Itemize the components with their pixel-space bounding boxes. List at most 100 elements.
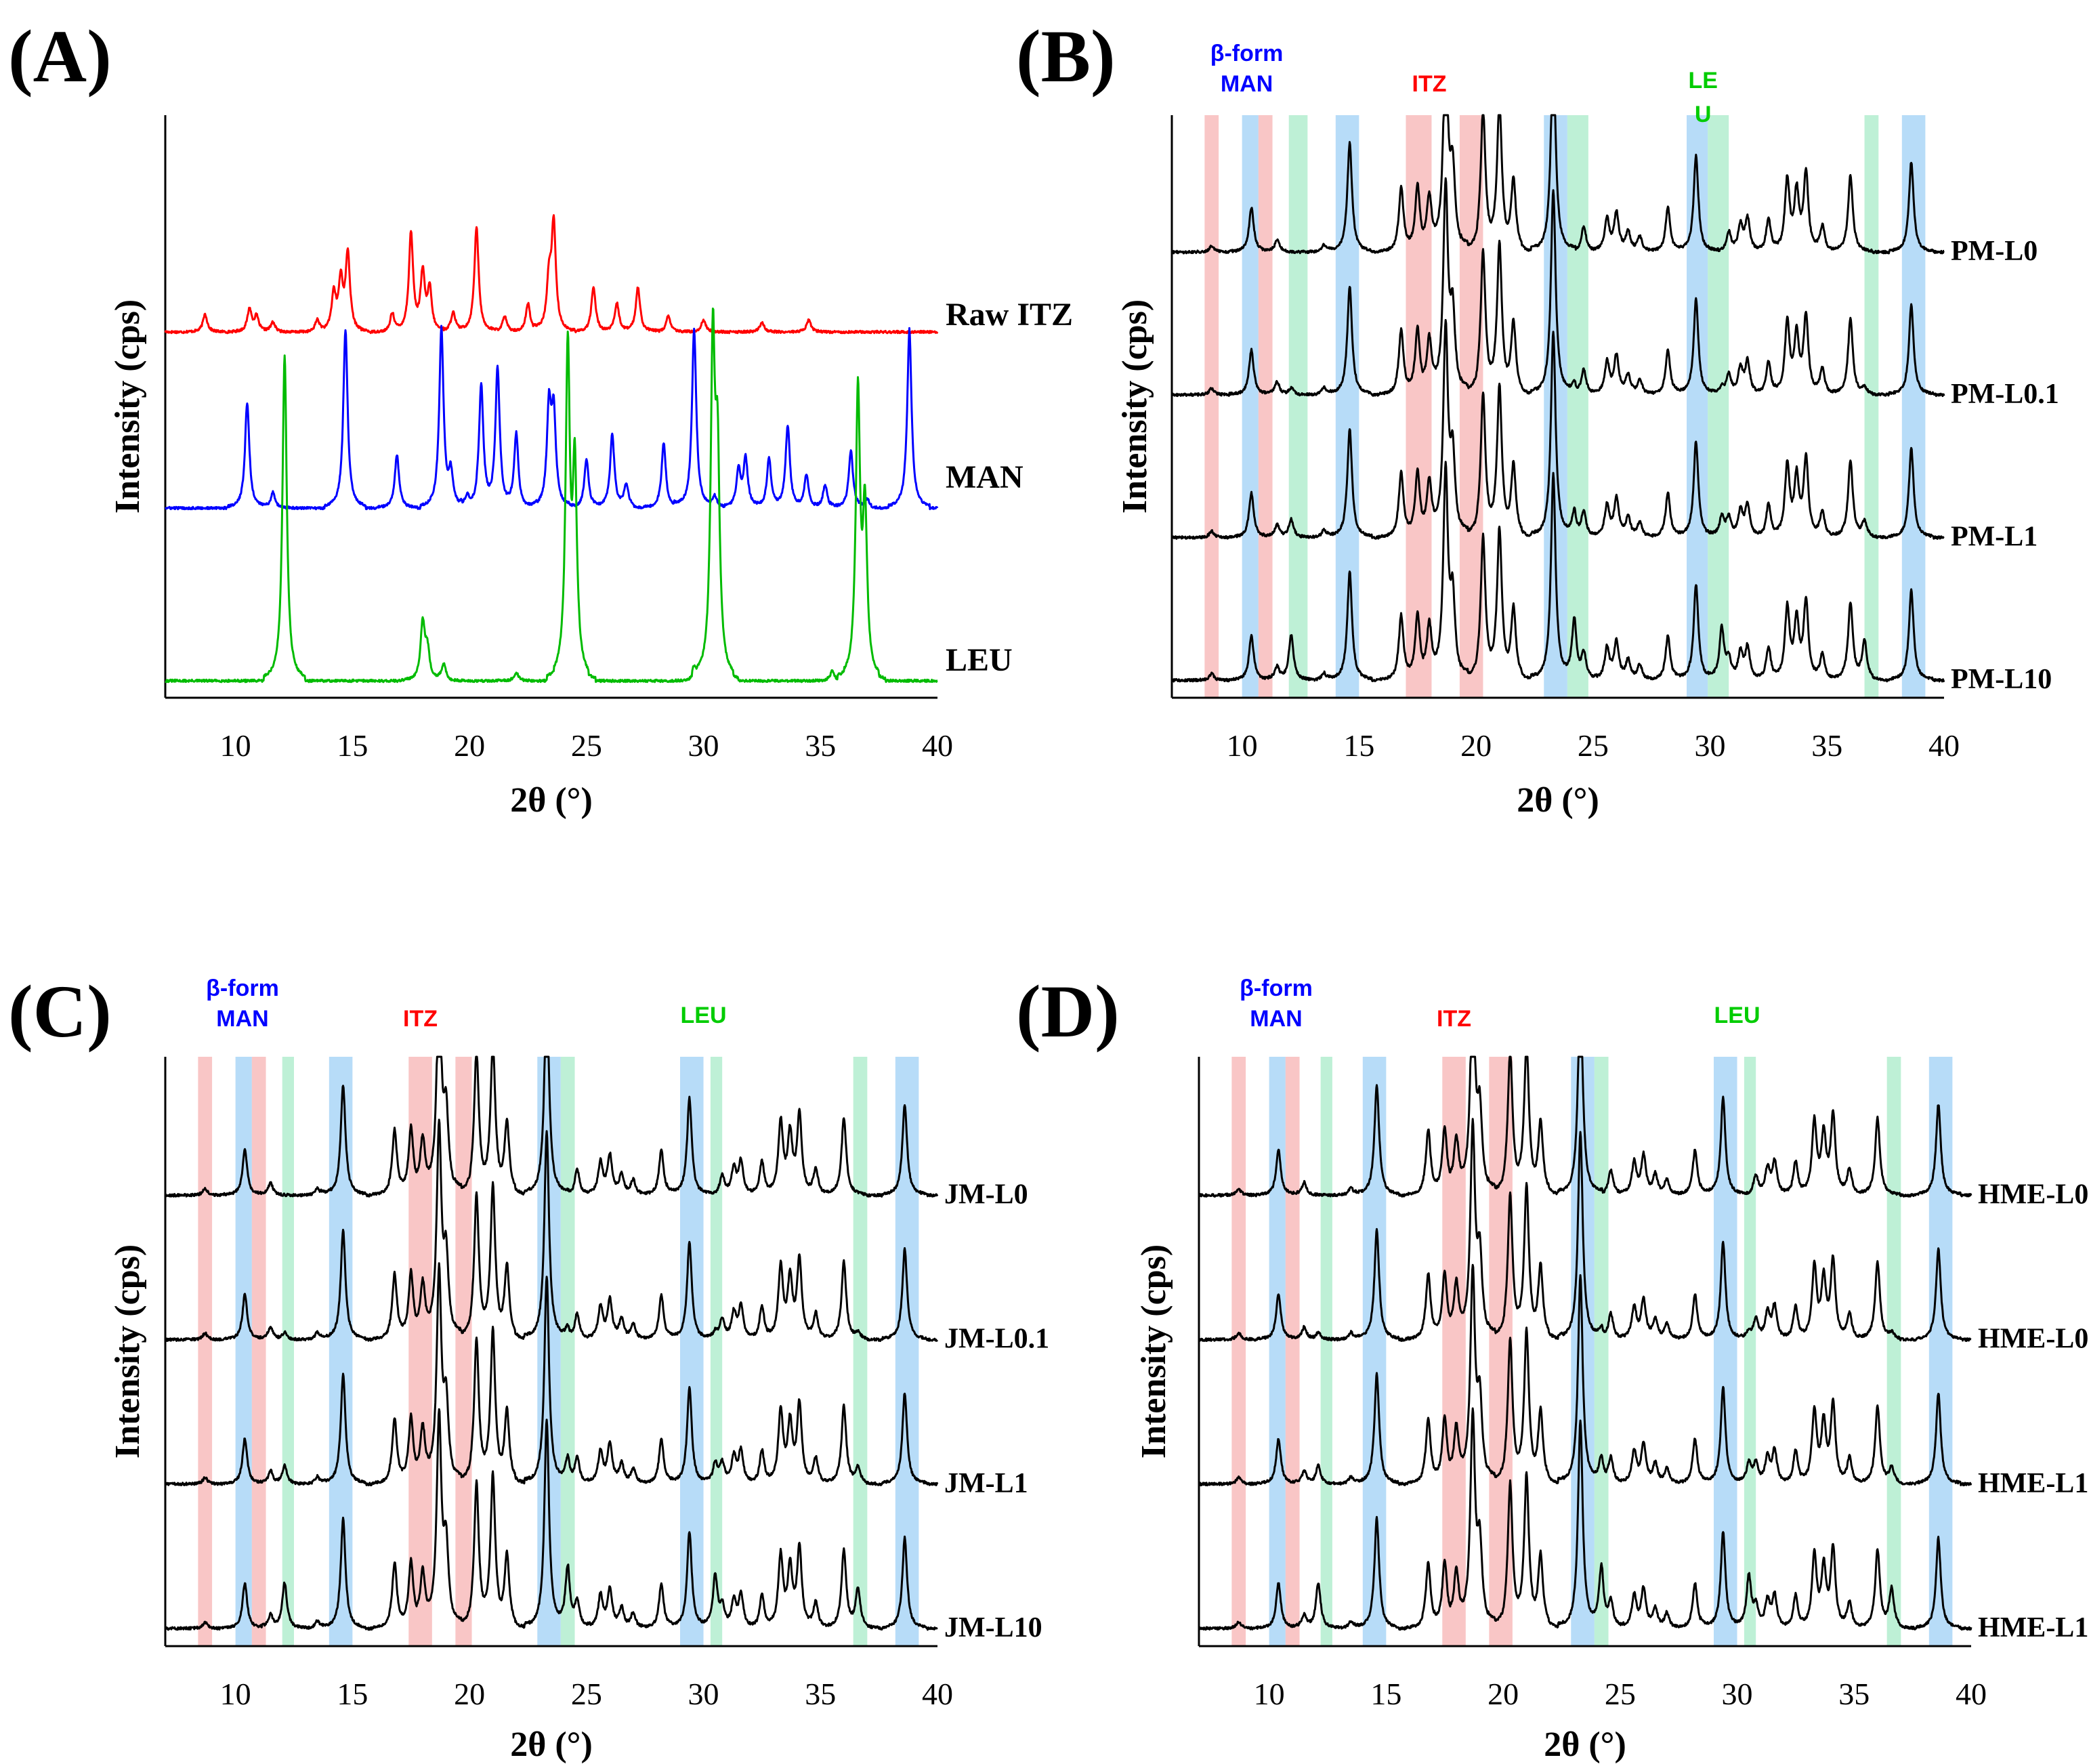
panel-c-y-axis-title: Intensity (cps) — [108, 1244, 147, 1458]
panel-c-band-itz — [455, 1057, 472, 1646]
panel-c-tick-label: 35 — [805, 1677, 836, 1711]
panel-a-tick-label: 40 — [922, 728, 953, 763]
panel-b-band-label: LE — [1688, 68, 1717, 93]
panel-b-band-leu — [1288, 115, 1308, 698]
panel-d-band-leu — [1744, 1057, 1756, 1646]
panel-d-band-leu — [1594, 1057, 1609, 1646]
panel-a-series-line — [164, 214, 939, 335]
panel-d-band-label: MAN — [1250, 1006, 1302, 1032]
panel-a-y-axis-title: Intensity (cps) — [108, 299, 147, 513]
panel-d-tick-label: 15 — [1370, 1677, 1401, 1711]
panel-a-tick-label: 20 — [454, 728, 485, 763]
panel-d-series-label: HME-L0 — [1978, 1179, 2088, 1210]
panel-a-chart: 10 15 20 25 30 35 40 2θ (°) Intensity (cps) Raw I… — [108, 115, 1073, 820]
panel-b-band-leu — [1708, 115, 1729, 698]
panel-letter-c: (C) — [8, 970, 112, 1053]
panel-b-tick-label: 30 — [1695, 728, 1726, 763]
panel-b-tick-label: 35 — [1811, 728, 1842, 763]
panel-d-tick-label: 40 — [1956, 1677, 1987, 1711]
panel-b-band-label: ITZ — [1412, 71, 1447, 97]
panel-b-band-leu — [1567, 115, 1588, 698]
panel-c-band-label: ITZ — [403, 1006, 438, 1032]
panel-d-tick-label: 25 — [1605, 1677, 1636, 1711]
panel-c-series-label: JM-L10 — [944, 1612, 1042, 1643]
panel-c-tick-label: 40 — [922, 1677, 953, 1711]
panel-c-series-line — [165, 1262, 939, 1487]
panel-d-series-label: HME-L10 — [1978, 1612, 2089, 1643]
panel-b-tick-label: 10 — [1227, 728, 1258, 763]
panel-a-series-label: MAN — [946, 459, 1024, 495]
panel-a-series-label: Raw ITZ — [946, 297, 1073, 333]
panel-b-y-axis-title: Intensity (cps) — [1116, 299, 1154, 513]
panel-c-x-axis-title: 2θ (°) — [510, 1725, 593, 1764]
panel-c-band-leu — [853, 1057, 868, 1646]
panel-a-tick-label: 10 — [220, 728, 251, 763]
panel-b-band-itz — [1258, 115, 1273, 698]
panel-d-series-line — [1198, 1118, 1972, 1342]
panel-b-series-line — [1171, 114, 1945, 255]
panel-b-band-label: β-form — [1210, 41, 1284, 66]
panel-b-series-label: PM-L10 — [1951, 664, 2052, 695]
panel-d-band-label: ITZ — [1437, 1006, 1471, 1032]
panel-d-band-label: β-form — [1240, 975, 1313, 1001]
panel-d-series-label: HME-L0.1 — [1978, 1324, 2089, 1355]
panel-d-tick-label: 10 — [1254, 1677, 1285, 1711]
panel-a-series-line — [164, 324, 939, 511]
panel-b-band-man — [1242, 115, 1259, 698]
panel-d-tick-label: 30 — [1722, 1677, 1753, 1711]
panel-d-series-label: HME-L1 — [1978, 1468, 2088, 1499]
panel-letter-a: (A) — [8, 15, 112, 98]
panel-b-tick-label: 15 — [1343, 728, 1374, 763]
panel-c-band-leu — [560, 1057, 575, 1646]
panel-a-series-label: LEU — [946, 642, 1013, 678]
panel-c-band-leu — [710, 1057, 723, 1646]
panel-c-band-itz — [198, 1057, 213, 1646]
panel-b-series-label: PM-L0 — [1951, 236, 2038, 267]
panel-d-band-itz — [1285, 1057, 1300, 1646]
panel-b-band-itz — [1204, 115, 1219, 698]
panel-d-series-line — [1198, 1263, 1972, 1487]
panel-c-band-leu — [282, 1057, 294, 1646]
panel-b-band-leu — [1864, 115, 1879, 698]
panel-c-band-label: MAN — [216, 1006, 268, 1032]
panel-b-chart: β-form MAN ITZ LE U 10 15 20 25 30 35 40 2θ (°) Inten… — [1116, 41, 2059, 820]
panel-c-series-line — [164, 1055, 939, 1198]
panel-c-chart: β-form MAN ITZ LEU 10 15 20 25 30 35 40 2θ (°) Inten… — [108, 975, 1049, 1764]
panel-b-series-line — [1170, 318, 1945, 540]
panel-letter-d: (D) — [1016, 970, 1120, 1053]
panel-d-band-label: LEU — [1714, 1003, 1760, 1028]
panel-d-chart: β-form MAN ITZ LEU 10 15 20 25 30 35 40 2θ (°) Inten… — [1135, 975, 2089, 1764]
panel-b-series-line — [1171, 177, 1945, 398]
panel-d-band-man — [1269, 1057, 1286, 1646]
panel-b-tick-label: 40 — [1928, 728, 1960, 763]
panel-a-tick-label: 30 — [688, 728, 719, 763]
panel-a-tick-label: 15 — [337, 728, 368, 763]
panel-c-band-label: β-form — [206, 975, 279, 1001]
panel-c-band-label: LEU — [681, 1003, 727, 1028]
panel-c-series-label: JM-L0 — [944, 1179, 1028, 1210]
panel-b-band-label: MAN — [1221, 71, 1273, 97]
panel-d-band-itz — [1231, 1057, 1246, 1646]
panel-b-tick-label: 25 — [1578, 728, 1609, 763]
panel-b-series-label: PM-L0.1 — [1951, 379, 2059, 410]
panel-d-tick-label: 35 — [1838, 1677, 1870, 1711]
panel-d-band-leu — [1886, 1057, 1901, 1646]
panel-b-x-axis-title: 2θ (°) — [1517, 781, 1599, 820]
panel-b-tick-label: 20 — [1460, 728, 1492, 763]
panel-c-series-label: JM-L0.1 — [944, 1324, 1049, 1355]
panel-d-series-line — [1198, 1407, 1972, 1631]
panel-c-series-line — [164, 1118, 939, 1342]
panel-c-tick-label: 10 — [220, 1677, 251, 1711]
panel-c-tick-label: 30 — [688, 1677, 719, 1711]
panel-c-tick-label: 25 — [571, 1677, 602, 1711]
panel-c-band-man — [235, 1057, 252, 1646]
panel-d-y-axis-title: Intensity (cps) — [1135, 1244, 1173, 1458]
panel-c-tick-label: 15 — [337, 1677, 368, 1711]
panel-b-series-label: PM-L1 — [1951, 522, 2038, 553]
panel-d-x-axis-title: 2θ (°) — [1544, 1725, 1626, 1764]
panel-c-tick-label: 20 — [454, 1677, 485, 1711]
panel-d-tick-label: 20 — [1487, 1677, 1519, 1711]
panel-letter-b: (B) — [1016, 15, 1116, 98]
panel-a-x-axis-title: 2θ (°) — [510, 781, 593, 820]
panel-d-band-leu — [1320, 1057, 1332, 1646]
